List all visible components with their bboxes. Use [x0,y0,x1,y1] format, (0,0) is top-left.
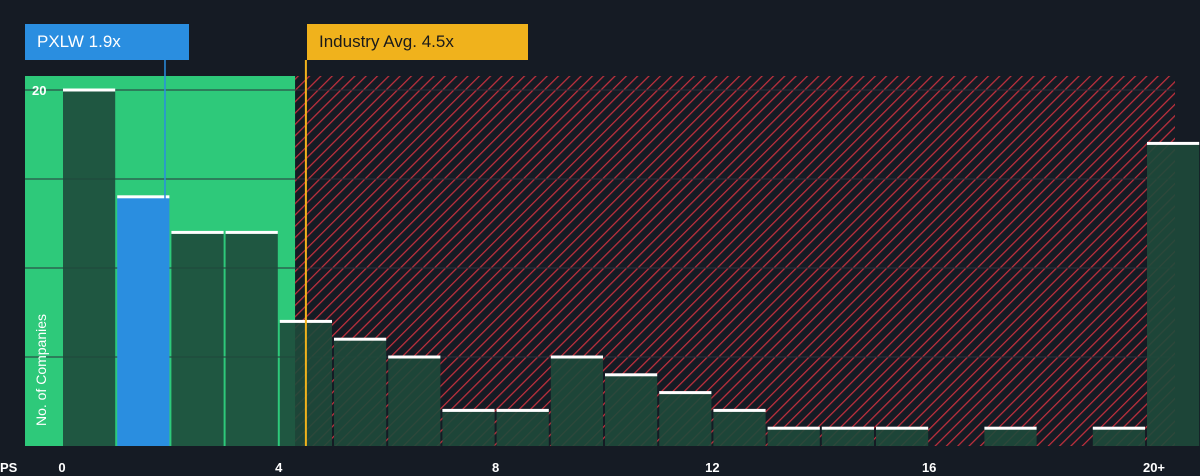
bar-cap [713,408,766,412]
histogram-bar [442,410,495,446]
bar-cap [821,426,874,430]
industry-avg-callout: Industry Avg. 4.5x [307,24,528,60]
bar-cap [984,426,1037,430]
histogram-bar [334,339,387,446]
histogram-bar [171,232,224,446]
bar-cap [876,426,929,430]
bar-cap [767,426,820,430]
bar-cap [1147,141,1200,145]
histogram-bar [984,428,1037,446]
y-tick-label: 20 [32,83,46,98]
company-callout: PXLW 1.9x [25,24,189,60]
overvalued-zone [295,76,1175,446]
histogram-bar [1147,143,1200,446]
x-tick-label: 20+ [1143,460,1165,475]
bar-cap [63,88,116,92]
histogram-bar [767,428,820,446]
histogram-bar [63,90,116,446]
company-bar [117,196,170,446]
histogram-bar [388,357,441,446]
bar-cap [605,373,658,377]
histogram-bar [821,428,874,446]
bar-cap [171,230,224,234]
y-axis-label: No. of Companies [33,314,49,426]
x-tick-label: 12 [705,460,719,475]
x-tick-label: 8 [492,460,499,475]
bar-cap [442,408,495,412]
bar-cap [550,355,603,359]
histogram-bar [713,410,766,446]
x-tick-label: 4 [275,460,283,475]
histogram-bar [659,392,712,446]
x-tick-label: 0 [58,460,65,475]
histogram-bar [550,357,603,446]
bar-cap [496,408,549,412]
histogram-bar [496,410,549,446]
histogram-bar [225,232,278,446]
histogram-bar [876,428,929,446]
x-tick-label: 16 [922,460,936,475]
x-axis-label: PS [0,460,18,475]
histogram-bar [1092,428,1145,446]
bar-cap [117,195,170,199]
x-tick-labels: 0 4 8 12 16 20+ [58,460,1165,475]
histogram-bar [605,374,658,446]
bar-cap [334,337,387,341]
bar-cap [225,230,278,234]
bar-cap [388,355,441,359]
bar-cap [1092,426,1145,430]
bar-cap [659,391,712,395]
